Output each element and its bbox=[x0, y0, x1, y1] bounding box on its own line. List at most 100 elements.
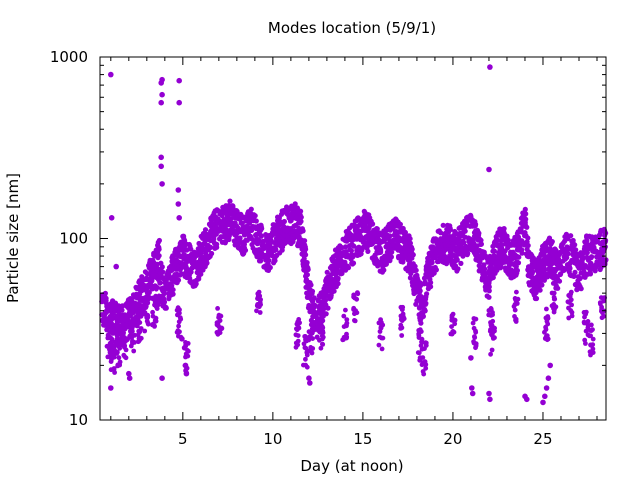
data-point bbox=[381, 267, 387, 273]
data-point bbox=[311, 295, 317, 301]
data-point bbox=[308, 322, 314, 328]
data-point bbox=[585, 319, 591, 324]
data-point bbox=[209, 250, 215, 257]
outlier-point bbox=[486, 390, 492, 397]
data-point bbox=[472, 317, 478, 322]
data-point bbox=[297, 320, 302, 326]
data-point bbox=[144, 315, 150, 320]
outlier-point bbox=[547, 362, 553, 369]
data-point bbox=[352, 311, 357, 317]
outlier-point bbox=[158, 163, 164, 170]
data-point bbox=[555, 285, 561, 291]
data-point bbox=[420, 355, 426, 360]
data-point bbox=[188, 269, 194, 275]
data-point bbox=[380, 322, 386, 328]
data-point bbox=[108, 328, 114, 333]
data-point bbox=[589, 322, 594, 328]
data-point bbox=[137, 337, 143, 343]
outlier-point bbox=[487, 64, 493, 70]
outlier-point bbox=[176, 77, 182, 84]
data-point bbox=[237, 235, 243, 241]
outlier-point bbox=[158, 154, 164, 161]
data-point bbox=[449, 317, 455, 323]
data-point bbox=[556, 278, 563, 284]
data-point bbox=[340, 337, 346, 343]
data-point bbox=[486, 294, 492, 300]
data-point bbox=[216, 315, 222, 320]
data-point bbox=[185, 353, 191, 359]
data-point bbox=[295, 333, 301, 338]
data-point bbox=[305, 266, 311, 273]
data-point bbox=[376, 320, 382, 326]
data-point bbox=[339, 244, 345, 251]
data-point bbox=[544, 306, 549, 312]
data-point bbox=[304, 272, 310, 278]
data-point bbox=[582, 337, 588, 343]
data-point bbox=[533, 295, 540, 302]
data-point bbox=[153, 298, 159, 304]
data-point bbox=[514, 301, 520, 306]
data-point bbox=[399, 333, 405, 338]
data-point bbox=[570, 237, 576, 244]
data-point bbox=[428, 284, 434, 290]
data-point bbox=[547, 246, 553, 252]
data-point bbox=[433, 267, 439, 273]
data-point bbox=[255, 302, 260, 307]
data-point bbox=[142, 328, 148, 334]
data-point bbox=[174, 329, 180, 335]
chart-title: Modes location (5/9/1) bbox=[268, 19, 436, 37]
data-point bbox=[488, 320, 493, 325]
data-point bbox=[585, 322, 591, 328]
data-point bbox=[462, 228, 468, 234]
data-point bbox=[422, 359, 428, 365]
data-point bbox=[566, 305, 571, 311]
x-axis-title: Day (at noon) bbox=[300, 457, 403, 475]
data-point bbox=[398, 322, 404, 328]
outlier-point bbox=[182, 362, 189, 369]
data-point bbox=[306, 329, 312, 335]
data-point bbox=[470, 320, 476, 326]
data-point bbox=[449, 324, 454, 329]
data-point bbox=[566, 315, 572, 321]
data-point bbox=[159, 264, 165, 270]
data-point bbox=[175, 305, 181, 311]
data-point bbox=[124, 323, 130, 329]
data-point bbox=[488, 351, 493, 357]
data-point bbox=[478, 237, 484, 243]
data-point bbox=[553, 247, 559, 253]
data-point bbox=[298, 218, 304, 224]
data-point bbox=[186, 348, 191, 354]
data-point bbox=[473, 341, 479, 347]
data-point bbox=[183, 340, 188, 345]
outlier-point bbox=[181, 345, 188, 351]
data-point bbox=[302, 238, 308, 244]
data-point bbox=[409, 246, 415, 252]
data-point bbox=[317, 319, 322, 324]
data-point bbox=[204, 260, 210, 266]
data-point bbox=[588, 333, 593, 339]
data-point bbox=[258, 233, 264, 239]
data-point bbox=[156, 246, 162, 252]
data-point bbox=[590, 336, 596, 342]
data-point bbox=[374, 226, 380, 232]
data-point bbox=[217, 330, 223, 336]
data-point bbox=[128, 328, 134, 334]
data-point bbox=[568, 233, 574, 239]
data-point bbox=[294, 327, 300, 333]
data-point bbox=[417, 327, 423, 333]
data-point bbox=[226, 203, 232, 209]
data-point bbox=[273, 247, 279, 253]
data-point bbox=[308, 282, 314, 288]
data-point bbox=[416, 350, 422, 356]
data-point bbox=[499, 242, 505, 248]
data-point bbox=[422, 308, 428, 314]
data-point bbox=[490, 336, 496, 341]
data-point bbox=[587, 349, 593, 355]
outlier-point bbox=[487, 396, 493, 403]
data-point bbox=[303, 362, 309, 368]
data-point bbox=[325, 305, 331, 311]
data-point bbox=[341, 313, 347, 319]
outlier-point bbox=[158, 80, 164, 86]
data-point bbox=[423, 300, 429, 306]
outlier-point bbox=[126, 370, 132, 377]
